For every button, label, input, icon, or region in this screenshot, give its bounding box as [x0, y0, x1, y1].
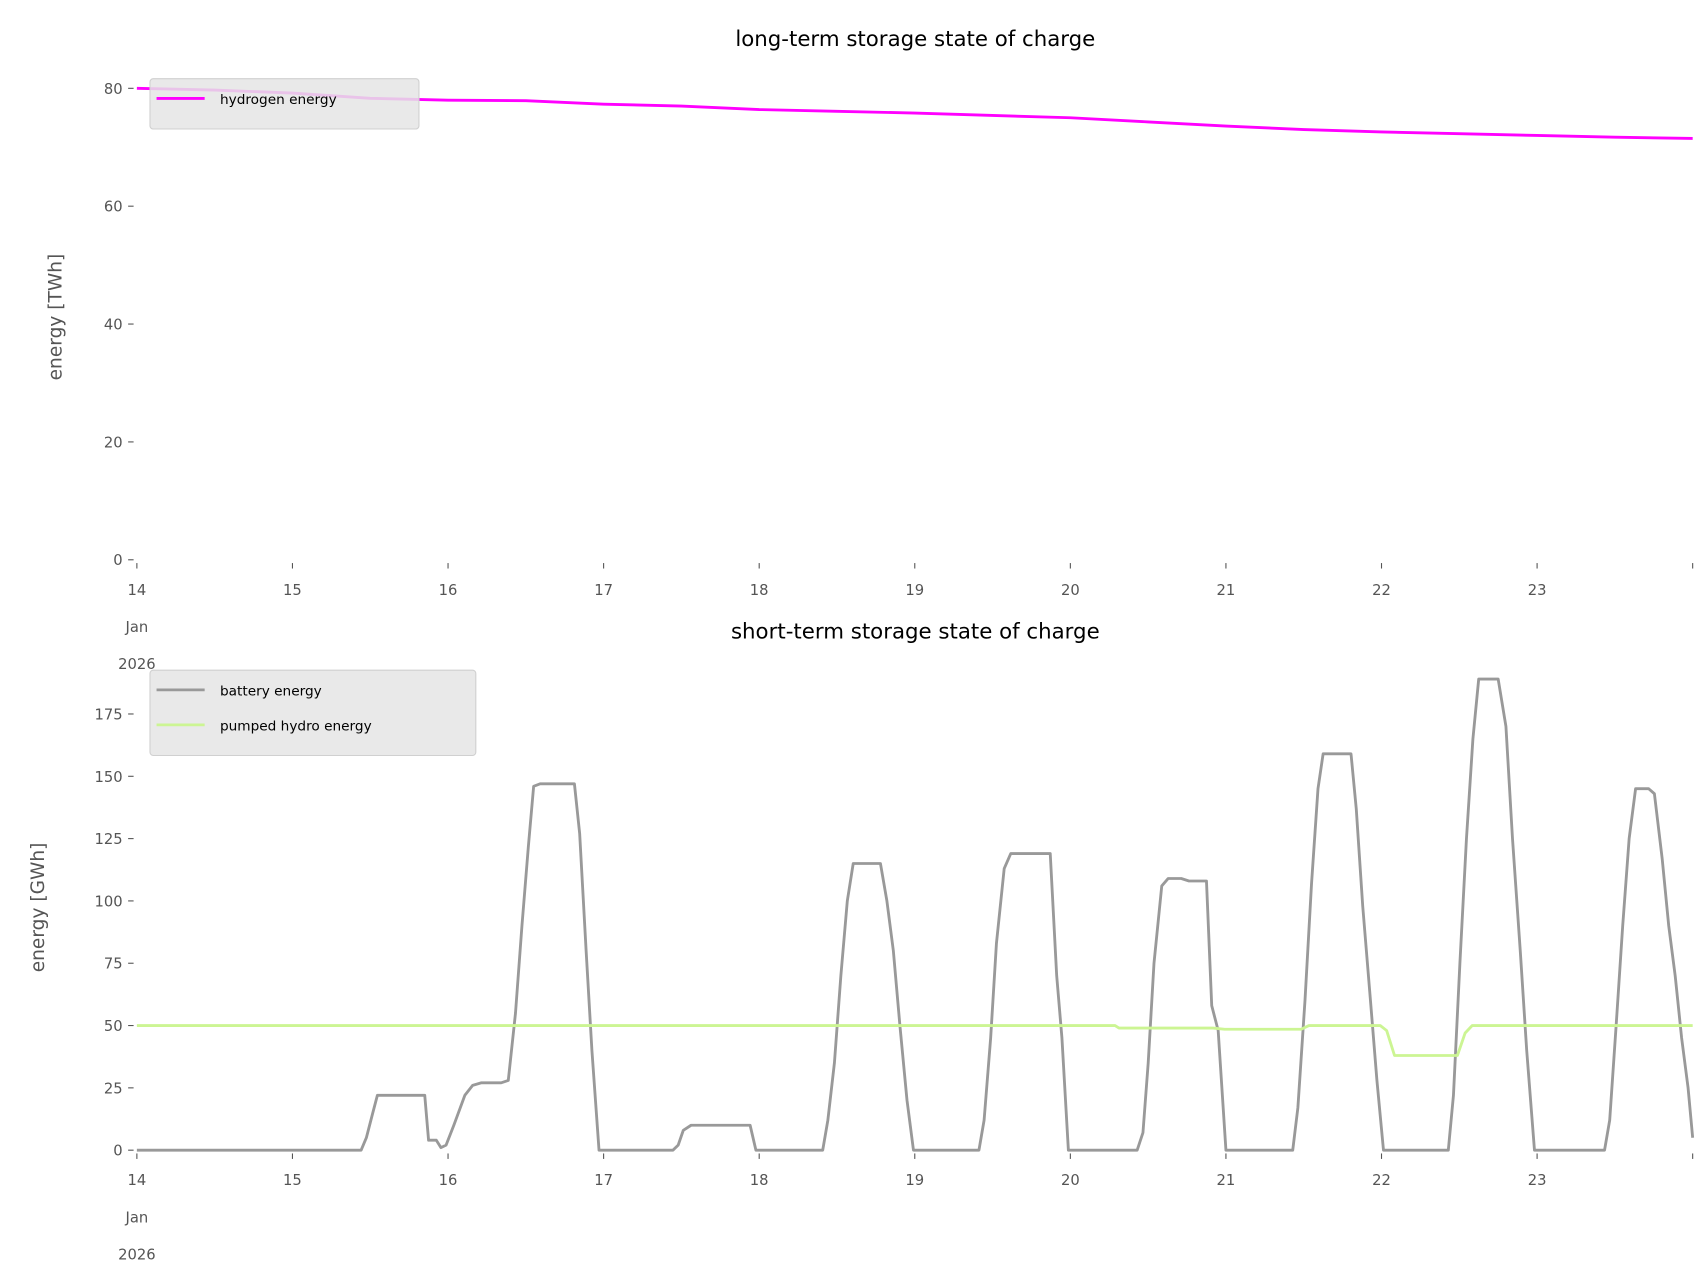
- legend-box: [149, 669, 477, 757]
- x-tick-label: 15: [283, 1172, 302, 1189]
- y-tick-label: 60: [104, 199, 123, 216]
- y-tick-label: 80: [104, 81, 123, 98]
- y-tick-label: 175: [95, 706, 123, 723]
- x-tick-label: 16: [439, 1172, 458, 1189]
- y-tick-label: 40: [104, 317, 123, 334]
- x-tick-label: 19: [905, 582, 924, 599]
- series-line-pumped-hydro-energy: [136, 1024, 1693, 1057]
- x-tick-label: 18: [750, 1172, 769, 1189]
- x-tick-label: 2026: [118, 1247, 156, 1264]
- y-axis-label: energy [GWh]: [28, 843, 49, 973]
- x-tick-label: 22: [1372, 1172, 1391, 1189]
- x-tick-label: 21: [1217, 1172, 1236, 1189]
- legend-label: hydrogen energy: [220, 92, 337, 108]
- x-tick-label: 19: [905, 1172, 924, 1189]
- x-tick-label: 17: [594, 1172, 613, 1189]
- y-tick-label: 125: [95, 831, 123, 848]
- x-tick-label: 17: [594, 582, 613, 599]
- x-tick-label: Jan: [124, 1209, 148, 1226]
- series-line-battery-energy: [136, 677, 1695, 1152]
- y-tick-label: 75: [104, 956, 123, 973]
- x-tick-label: 14: [127, 1172, 146, 1189]
- x-tick-label: 2026: [118, 656, 156, 673]
- y-tick-label: 0: [113, 552, 122, 569]
- x-tick-label: 14: [127, 582, 146, 599]
- chart-title: short-term storage state of charge: [731, 620, 1100, 645]
- x-tick-label: 16: [439, 582, 458, 599]
- y-axis-label: energy [TWh]: [45, 254, 66, 381]
- y-tick-label: 50: [104, 1018, 123, 1035]
- legend: hydrogen energy: [149, 78, 420, 130]
- x-tick-label: 21: [1217, 582, 1236, 599]
- x-tick-label: 23: [1528, 582, 1547, 599]
- long-term-storage-chart: long-term storage state of charge energy…: [45, 27, 1694, 673]
- y-tick-label: 20: [104, 434, 123, 451]
- legend-label: pumped hydro energy: [220, 718, 372, 734]
- y-tick-label: 150: [95, 769, 123, 786]
- x-tick-label: 20: [1061, 582, 1080, 599]
- x-tick-label: 15: [283, 582, 302, 599]
- legend-box: [149, 78, 420, 130]
- y-tick-label: 0: [113, 1143, 122, 1160]
- short-term-storage-chart: short-term storage state of charge energ…: [28, 620, 1695, 1264]
- x-tick-label: Jan: [124, 619, 148, 636]
- x-tick-label: 18: [750, 582, 769, 599]
- x-tick-label: 20: [1061, 1172, 1080, 1189]
- chart-title: long-term storage state of charge: [735, 27, 1095, 52]
- legend: battery energy pumped hydro energy: [149, 669, 477, 757]
- legend-label: battery energy: [220, 683, 322, 699]
- x-tick-label: 23: [1528, 1172, 1547, 1189]
- y-tick-label: 25: [104, 1080, 123, 1097]
- y-tick-label: 100: [95, 893, 123, 910]
- x-tick-label: 22: [1372, 582, 1391, 599]
